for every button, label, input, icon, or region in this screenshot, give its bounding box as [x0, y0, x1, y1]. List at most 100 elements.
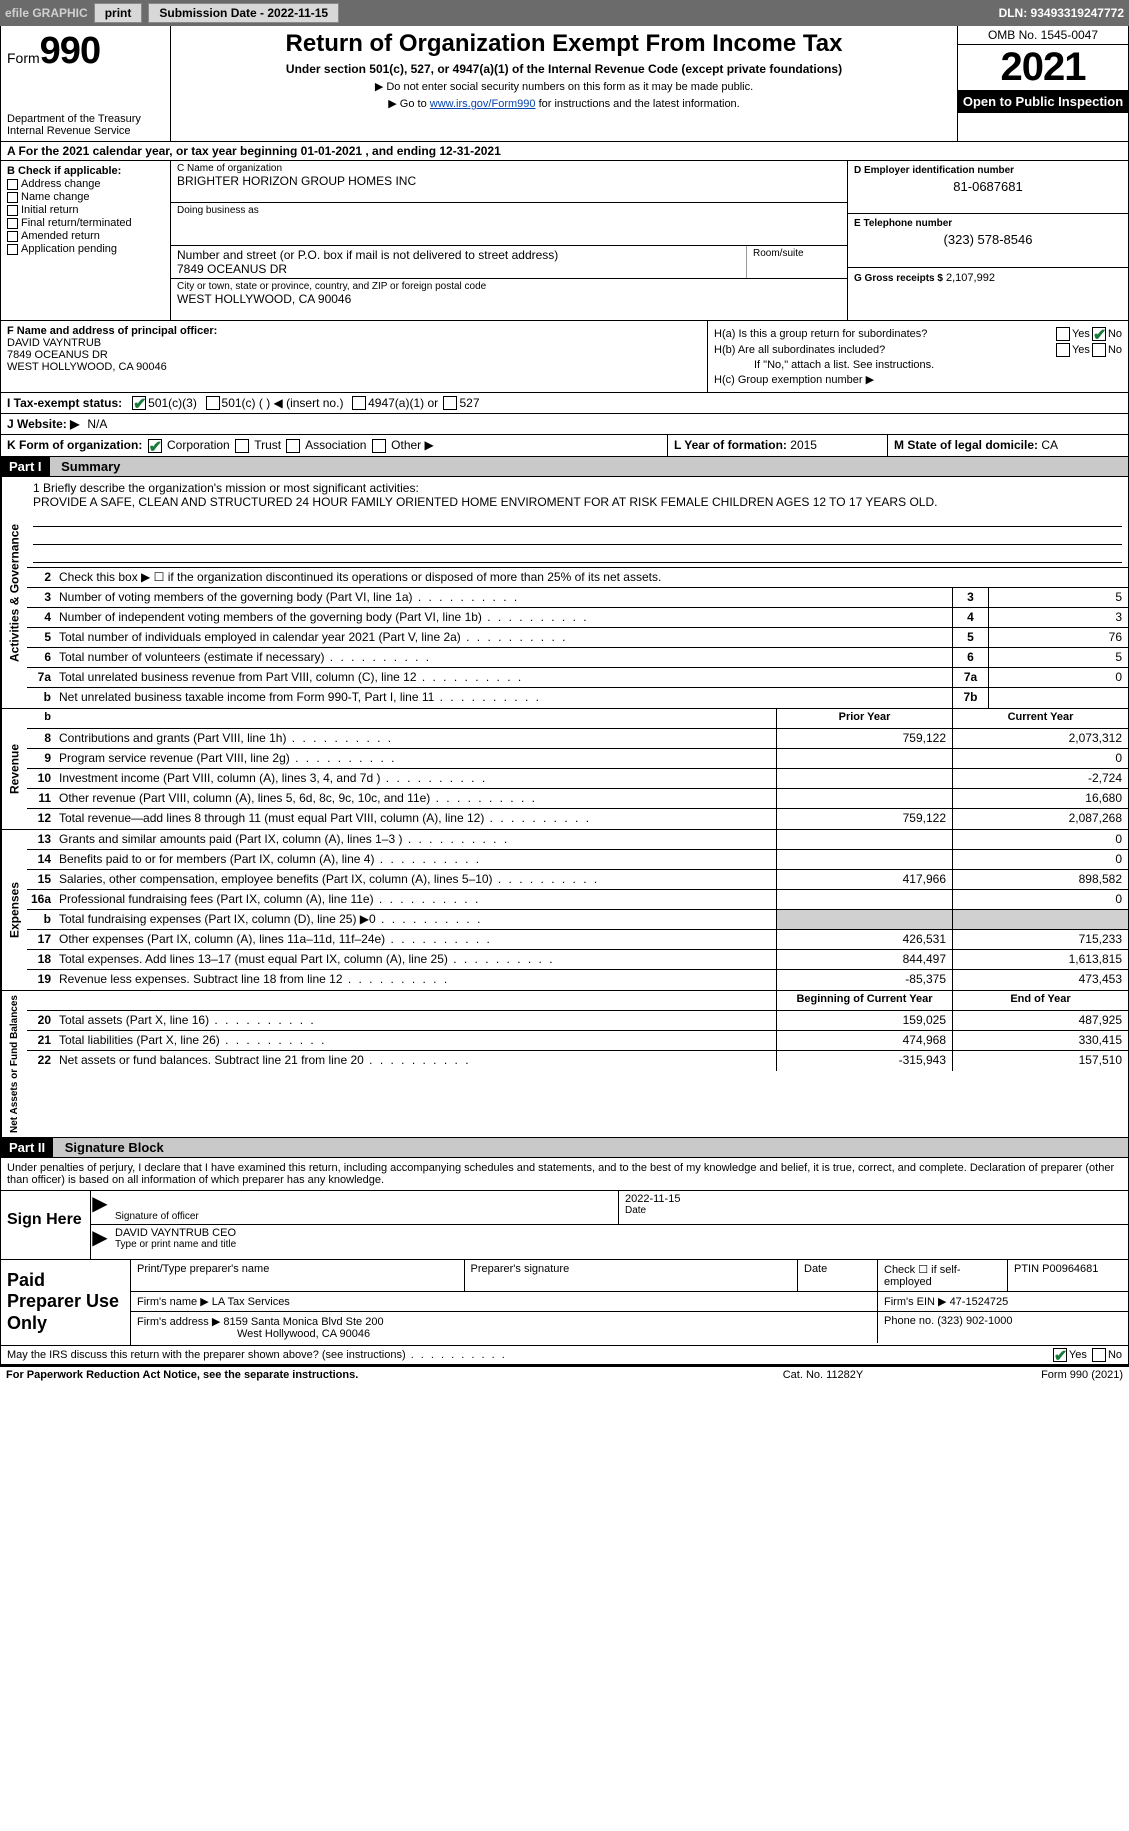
firm-name-field: Firm's name ▶ LA Tax Services	[131, 1292, 878, 1311]
paid-preparer-label: Paid Preparer Use Only	[1, 1260, 131, 1345]
col-end-year: End of Year	[952, 991, 1128, 1010]
form-word: Form	[7, 50, 40, 66]
table-row: 19Revenue less expenses. Subtract line 1…	[27, 970, 1128, 990]
hb-yes-checkbox[interactable]	[1056, 343, 1070, 357]
ha-yes-checkbox[interactable]	[1056, 327, 1070, 341]
note-post: for instructions and the latest informat…	[536, 98, 740, 110]
line-num: 13	[27, 830, 55, 849]
sig-row-1: ▶ Signature of officer 2022-11-15 Date	[91, 1191, 1128, 1225]
current-value: 2,087,268	[952, 809, 1128, 829]
line-desc: Salaries, other compensation, employee b…	[55, 870, 776, 889]
phone-label: Phone no.	[884, 1315, 934, 1327]
print-button[interactable]: print	[94, 3, 143, 23]
self-employed-field[interactable]: Check ☐ if self-employed	[878, 1260, 1008, 1291]
cell-dba: Doing business as	[171, 203, 847, 245]
revenue-body: b Prior Year Current Year 8Contributions…	[27, 709, 1128, 829]
arrow-icon: ▶	[91, 1225, 109, 1259]
ptin-field: PTIN P00964681	[1008, 1260, 1128, 1291]
yes-label: Yes	[1069, 1349, 1087, 1361]
chk-501c3[interactable]	[132, 396, 146, 410]
discuss-no-checkbox[interactable]	[1092, 1348, 1106, 1362]
chk-association[interactable]	[286, 439, 300, 453]
spacer	[55, 709, 776, 728]
line-desc: Total expenses. Add lines 13–17 (must eq…	[55, 950, 776, 969]
line-value: 0	[988, 668, 1128, 687]
row-i-tax-status: I Tax-exempt status: 501(c)(3) 501(c) ( …	[0, 393, 1129, 414]
ha-no-checkbox[interactable]	[1092, 327, 1106, 341]
footer-mid: Cat. No. 11282Y	[723, 1369, 923, 1381]
chk-trust[interactable]	[235, 439, 249, 453]
col-current-year: Current Year	[952, 709, 1128, 728]
no-label: No	[1108, 344, 1122, 356]
submission-date-button[interactable]: Submission Date - 2022-11-15	[148, 3, 339, 23]
part-1-header: Part I Summary	[0, 457, 1129, 477]
current-value: -2,724	[952, 769, 1128, 788]
current-value: 473,453	[952, 970, 1128, 990]
ein-label: Firm's EIN ▶	[884, 1296, 947, 1308]
irs-label: Internal Revenue Service	[7, 125, 164, 137]
hb-no-checkbox[interactable]	[1092, 343, 1106, 357]
col-c-org-info: C Name of organization BRIGHTER HORIZON …	[171, 161, 848, 320]
line-desc: Check this box ▶ ☐ if the organization d…	[55, 568, 1128, 587]
line-desc: Number of voting members of the governin…	[55, 588, 952, 607]
line-num: 17	[27, 930, 55, 949]
row-1-mission: 1 Briefly describe the organization's mi…	[27, 477, 1128, 568]
part-2-title: Signature Block	[57, 1138, 172, 1157]
current-value: 16,680	[952, 789, 1128, 808]
line-num: 14	[27, 850, 55, 869]
chk-other[interactable]	[372, 439, 386, 453]
line-num: 7a	[27, 668, 55, 687]
street-value: 7849 OCEANUS DR	[177, 262, 740, 276]
line-desc: Total fundraising expenses (Part IX, col…	[55, 910, 776, 929]
form-num: 990	[40, 30, 100, 72]
officer-name-title: DAVID VAYNTRUB CEO	[115, 1227, 236, 1239]
col-f-officer: F Name and address of principal officer:…	[1, 321, 708, 392]
line-num: 10	[27, 769, 55, 788]
line-desc: Total number of volunteers (estimate if …	[55, 648, 952, 667]
chk-527[interactable]	[443, 396, 457, 410]
discuss-yes-checkbox[interactable]	[1053, 1348, 1067, 1362]
chk-501c[interactable]	[206, 396, 220, 410]
irs-link[interactable]: www.irs.gov/Form990	[430, 98, 536, 110]
signature-field[interactable]: Signature of officer	[109, 1191, 619, 1224]
footer-left: For Paperwork Reduction Act Notice, see …	[6, 1369, 723, 1381]
line-box: 4	[952, 608, 988, 627]
chk-address-change[interactable]: Address change	[7, 178, 164, 190]
chk-name-change[interactable]: Name change	[7, 191, 164, 203]
discuss-row: May the IRS discuss this return with the…	[0, 1346, 1129, 1365]
chk-initial-return[interactable]: Initial return	[7, 204, 164, 216]
prep-row-1: Print/Type preparer's name Preparer's si…	[131, 1260, 1128, 1292]
chk-corporation[interactable]	[148, 439, 162, 453]
firm-addr-field: Firm's address ▶ 8159 Santa Monica Blvd …	[131, 1312, 878, 1343]
firm-phone-field: Phone no. (323) 902-1000	[878, 1312, 1128, 1343]
yes-label: Yes	[1072, 344, 1090, 356]
opt-trust: Trust	[254, 438, 281, 452]
opt-corp: Corporation	[167, 438, 230, 452]
line-num: 3	[27, 588, 55, 607]
chk-amended-return[interactable]: Amended return	[7, 230, 164, 242]
chk-application-pending[interactable]: Application pending	[7, 243, 164, 255]
table-row: 18Total expenses. Add lines 13–17 (must …	[27, 950, 1128, 970]
chk-4947[interactable]	[352, 396, 366, 410]
chk-final-return[interactable]: Final return/terminated	[7, 217, 164, 229]
checkbox-icon	[7, 218, 18, 229]
j-label: J Website: ▶	[7, 417, 79, 431]
city-value: WEST HOLLYWOOD, CA 90046	[177, 292, 841, 306]
part-1-num: Part I	[1, 457, 50, 476]
revenue-header-row: b Prior Year Current Year	[27, 709, 1128, 729]
line-num: 15	[27, 870, 55, 889]
sign-fields: ▶ Signature of officer 2022-11-15 Date ▶…	[91, 1191, 1128, 1259]
dba-label: Doing business as	[177, 205, 841, 216]
table-row: 21Total liabilities (Part X, line 26)474…	[27, 1031, 1128, 1051]
cell-org-name: C Name of organization BRIGHTER HORIZON …	[171, 161, 847, 203]
checkbox-icon	[7, 244, 18, 255]
k-label: K Form of organization:	[7, 438, 142, 452]
line-box: 7b	[952, 688, 988, 708]
no-label: No	[1108, 328, 1122, 340]
row-l-year: L Year of formation: 2015	[668, 435, 888, 456]
table-row: 7aTotal unrelated business revenue from …	[27, 668, 1128, 688]
current-value: 330,415	[952, 1031, 1128, 1050]
note-ssn: ▶ Do not enter social security numbers o…	[177, 80, 951, 93]
table-row: 16aProfessional fundraising fees (Part I…	[27, 890, 1128, 910]
prep-sig-field[interactable]: Preparer's signature	[465, 1260, 799, 1291]
